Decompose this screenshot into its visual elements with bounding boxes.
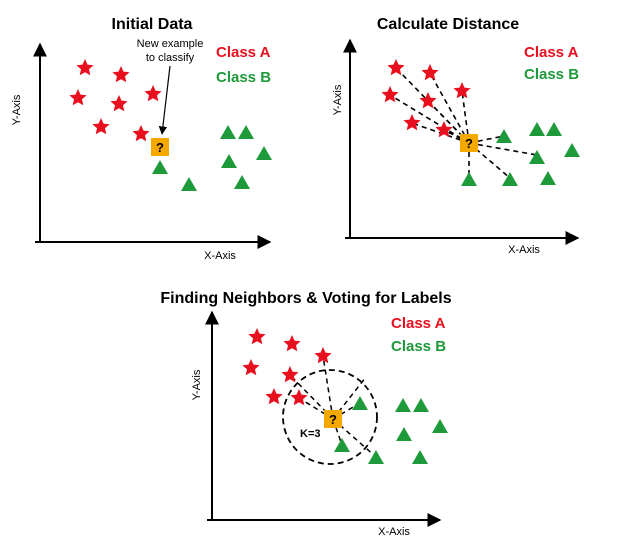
y-axis-label: Y-Axis	[191, 369, 203, 400]
class-a-points	[242, 328, 332, 406]
distance-line	[389, 94, 470, 144]
query-point	[151, 138, 169, 156]
triangle-marker	[529, 122, 545, 136]
triangle-marker	[529, 150, 545, 164]
star-marker	[242, 359, 260, 376]
star-marker	[453, 82, 471, 99]
triangle-marker	[256, 146, 272, 160]
distance-line	[468, 142, 538, 156]
star-marker	[144, 85, 162, 102]
class-b-points	[334, 396, 448, 464]
panel-finding-neighbors: Finding Neighbors & Voting for Labels X-…	[160, 290, 451, 538]
x-axis-label: X-Axis	[378, 526, 410, 538]
class-b-points	[152, 125, 272, 191]
query-symbol: ?	[465, 136, 473, 151]
triangle-marker	[412, 450, 428, 464]
triangle-marker	[334, 438, 350, 452]
star-marker	[403, 114, 421, 131]
triangle-marker	[238, 125, 254, 139]
panel-initial-data: Initial Data X-Axis Y-Axis Class A Class…	[11, 16, 272, 262]
star-marker	[281, 366, 299, 383]
annotation-arrow	[158, 65, 171, 135]
star-marker	[112, 66, 130, 83]
legend-class-b: Class B	[216, 69, 271, 86]
distance-line	[429, 72, 470, 144]
star-marker	[290, 389, 308, 406]
star-marker	[381, 86, 399, 103]
legend-class-b: Class B	[391, 338, 446, 355]
star-marker	[76, 59, 94, 76]
query-point	[324, 410, 342, 428]
legend-class-a: Class A	[391, 315, 446, 332]
legend-class-a: Class A	[216, 44, 271, 61]
triangle-marker	[540, 171, 556, 185]
triangle-marker	[368, 450, 384, 464]
panel-title: Calculate Distance	[377, 16, 519, 33]
star-marker	[265, 388, 283, 405]
distance-line	[468, 135, 505, 144]
triangle-marker	[220, 125, 236, 139]
y-axis-label: Y-Axis	[332, 84, 344, 115]
triangle-marker	[564, 143, 580, 157]
triangle-marker	[502, 172, 518, 186]
legend-class-a: Class A	[524, 44, 579, 61]
star-marker	[421, 64, 439, 81]
triangle-marker	[234, 175, 250, 189]
class-a-points	[381, 59, 471, 138]
star-marker	[435, 121, 453, 138]
triangle-marker	[395, 398, 411, 412]
star-marker	[314, 347, 332, 364]
triangle-marker	[352, 396, 368, 410]
class-b-points	[461, 122, 580, 186]
panel-title: Finding Neighbors & Voting for Labels	[160, 290, 451, 307]
panel-calculate-distance: Calculate Distance X-Axis Y-Axis Class A…	[332, 16, 580, 256]
triangle-marker	[152, 160, 168, 174]
star-marker	[283, 335, 301, 352]
query-symbol: ?	[156, 140, 164, 155]
star-marker	[248, 328, 266, 345]
legend-class-b: Class B	[524, 66, 579, 83]
triangle-marker	[221, 154, 237, 168]
query-point	[460, 134, 478, 152]
query-symbol: ?	[329, 412, 337, 427]
star-marker	[69, 89, 87, 106]
star-marker	[110, 95, 128, 112]
x-axis-label: X-Axis	[204, 250, 236, 262]
y-axis-label: Y-Axis	[11, 94, 23, 125]
triangle-marker	[496, 129, 512, 143]
triangle-marker	[432, 419, 448, 433]
triangle-marker	[396, 427, 412, 441]
triangle-marker	[413, 398, 429, 412]
class-a-points	[69, 59, 162, 142]
annotation-line-1: New example	[137, 38, 204, 50]
triangle-marker	[181, 177, 197, 191]
triangle-marker	[461, 172, 477, 186]
triangle-marker	[546, 122, 562, 136]
x-axis-label: X-Axis	[508, 244, 540, 256]
star-marker	[387, 59, 405, 76]
panel-title: Initial Data	[112, 16, 193, 33]
distance-line	[322, 355, 334, 420]
k-label: K=3	[300, 428, 321, 440]
distance-line	[298, 397, 334, 420]
star-marker	[92, 118, 110, 135]
k-neighborhood-circle	[282, 369, 378, 465]
star-marker	[132, 125, 150, 142]
annotation-line-2: to classify	[146, 52, 195, 64]
star-marker	[419, 92, 437, 109]
